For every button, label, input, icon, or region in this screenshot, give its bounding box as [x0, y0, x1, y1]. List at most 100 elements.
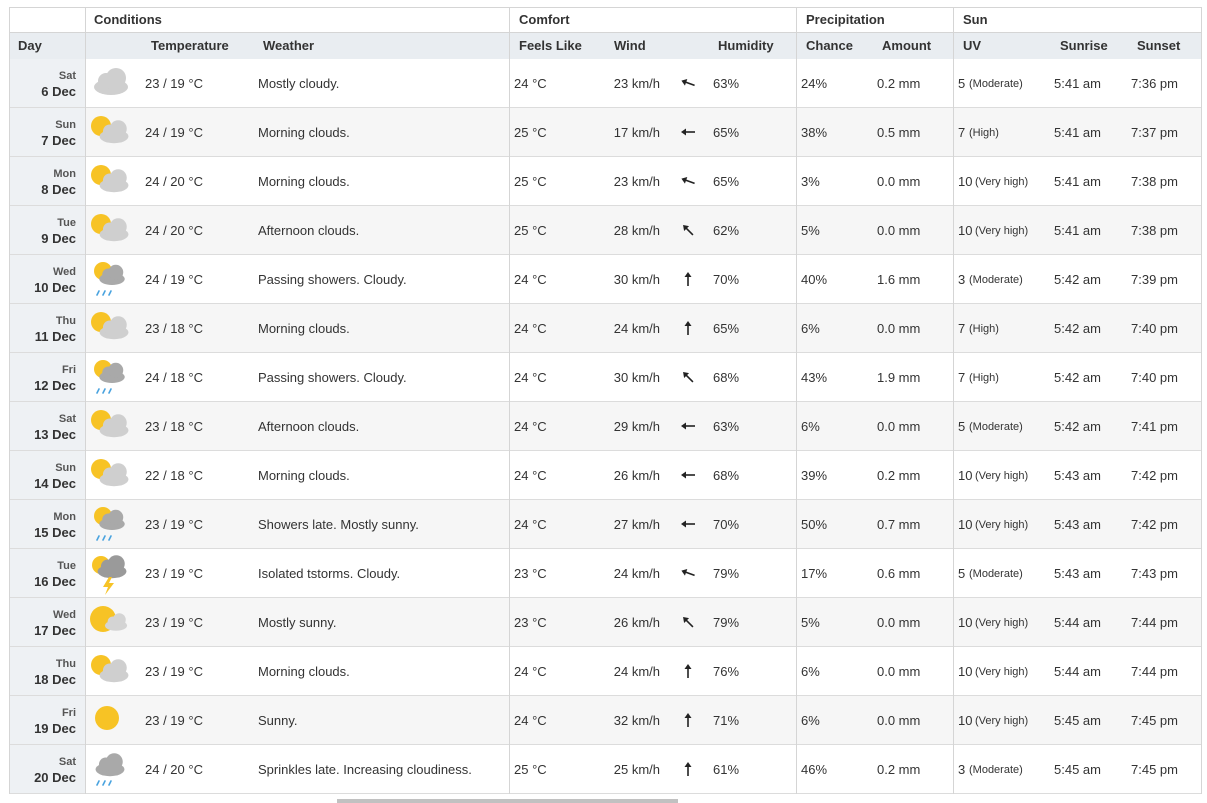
day-cell-background — [9, 255, 85, 303]
group-label: Comfort — [519, 12, 570, 27]
temperature: 24 / 20 °C — [145, 223, 203, 238]
weather: Afternoon clouds. — [258, 419, 360, 434]
feels-like: 24 °C — [514, 664, 547, 679]
weekday: Sat — [58, 413, 76, 425]
humidity: 65% — [713, 125, 740, 140]
chance: 38% — [801, 125, 828, 140]
chance: 3% — [801, 174, 820, 189]
wind: 26 km/h — [613, 615, 660, 630]
chance: 17% — [801, 566, 828, 581]
chance: 6% — [801, 321, 820, 336]
humidity: 68% — [713, 370, 740, 385]
row-background — [9, 157, 1201, 206]
group-label: Precipitation — [806, 12, 885, 27]
row-background — [9, 59, 1201, 108]
chance: 39% — [801, 468, 828, 483]
weather: Isolated tstorms. Cloudy. — [258, 566, 401, 581]
temperature: 23 / 19 °C — [145, 517, 203, 532]
wind: 23 km/h — [613, 174, 660, 189]
sunrise: 5:42 am — [1054, 272, 1101, 287]
chance: 46% — [801, 762, 828, 777]
chance: 5% — [801, 615, 820, 630]
wind-arrow — [683, 225, 694, 236]
uv-label: (Very high) — [975, 470, 1029, 482]
humidity: 61% — [713, 762, 740, 777]
date: 17 Dec — [34, 623, 76, 638]
day-cell-background — [9, 500, 85, 548]
sunset: 7:37 pm — [1131, 125, 1178, 140]
temperature: 23 / 19 °C — [145, 664, 203, 679]
weather: Morning clouds. — [258, 321, 350, 336]
column-label: Day — [18, 38, 42, 53]
wind-arrow — [681, 471, 695, 479]
sunset: 7:36 pm — [1131, 76, 1178, 91]
date: 14 Dec — [34, 476, 76, 491]
weather: Afternoon clouds. — [258, 223, 360, 238]
amount: 0.0 mm — [877, 713, 921, 728]
column-label: Amount — [882, 38, 932, 53]
row-background — [9, 206, 1201, 255]
wind-arrow — [684, 321, 692, 335]
feels-like: 25 °C — [514, 174, 547, 189]
weather-icon — [91, 459, 129, 487]
feels-like: 24 °C — [514, 272, 547, 287]
wind: 26 km/h — [613, 468, 660, 483]
day-cell-background — [9, 402, 85, 450]
day-cell-background — [9, 647, 85, 695]
weather: Passing showers. Cloudy. — [258, 272, 407, 287]
uv: 10 — [958, 517, 973, 532]
weather: Morning clouds. — [258, 174, 350, 189]
sunrise: 5:44 am — [1054, 664, 1101, 679]
row-background — [9, 500, 1201, 549]
chance: 6% — [801, 664, 820, 679]
column-label: Feels Like — [519, 38, 582, 53]
weather-icon — [94, 507, 125, 541]
sunrise: 5:42 am — [1054, 321, 1101, 336]
wind-arrow — [681, 79, 695, 87]
weather-icon — [94, 262, 125, 296]
temperature: 24 / 20 °C — [145, 762, 203, 777]
wind-arrow — [683, 372, 694, 383]
weather: Passing showers. Cloudy. — [258, 370, 407, 385]
column-border — [85, 7, 86, 794]
feels-like: 25 °C — [514, 125, 547, 140]
group-label: Conditions — [94, 12, 162, 27]
wind: 24 km/h — [613, 321, 660, 336]
wind: 32 km/h — [613, 713, 660, 728]
feels-like: 25 °C — [514, 762, 547, 777]
weather: Mostly sunny. — [258, 615, 337, 630]
feels-like: 25 °C — [514, 223, 547, 238]
humidity: 65% — [713, 174, 740, 189]
amount: 0.0 mm — [877, 419, 921, 434]
sunrise: 5:43 am — [1054, 566, 1101, 581]
amount: 1.6 mm — [877, 272, 921, 287]
temperature: 23 / 19 °C — [145, 713, 203, 728]
chance: 6% — [801, 713, 820, 728]
row-background — [9, 598, 1201, 647]
weekday: Mon — [53, 168, 76, 180]
wind-arrow — [681, 128, 695, 136]
feels-like: 23 °C — [514, 615, 547, 630]
uv-label: (High) — [969, 323, 999, 335]
weather: Sprinkles late. Increasing cloudiness. — [258, 762, 472, 777]
uv-label: (Very high) — [975, 715, 1029, 727]
wind-arrow — [684, 664, 692, 678]
day-cell-background — [9, 108, 85, 156]
humidity: 63% — [713, 419, 740, 434]
wind-arrow — [684, 762, 692, 776]
humidity: 63% — [713, 76, 740, 91]
feels-like: 24 °C — [514, 419, 547, 434]
temperature: 24 / 19 °C — [145, 125, 203, 140]
group-label: Sun — [963, 12, 988, 27]
date: 20 Dec — [34, 770, 76, 785]
amount: 0.0 mm — [877, 321, 921, 336]
sunset: 7:45 pm — [1131, 713, 1178, 728]
amount: 1.9 mm — [877, 370, 921, 385]
wind-arrow — [684, 272, 692, 286]
weekday: Tue — [57, 560, 76, 572]
weekday: Fri — [61, 707, 76, 719]
wind: 24 km/h — [613, 664, 660, 679]
column-label: UV — [963, 38, 982, 53]
humidity: 71% — [713, 713, 740, 728]
